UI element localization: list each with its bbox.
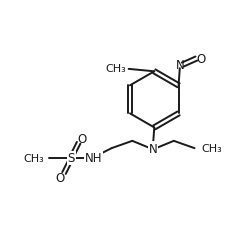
- Text: CH₃: CH₃: [106, 63, 126, 73]
- Text: O: O: [78, 132, 87, 145]
- Text: N: N: [149, 142, 158, 155]
- Text: S: S: [68, 152, 75, 165]
- Text: CH₃: CH₃: [201, 144, 222, 153]
- Text: CH₃: CH₃: [24, 153, 44, 163]
- Text: O: O: [196, 53, 205, 66]
- Text: N: N: [176, 59, 184, 72]
- Text: O: O: [56, 171, 65, 184]
- Text: NH: NH: [84, 152, 102, 165]
